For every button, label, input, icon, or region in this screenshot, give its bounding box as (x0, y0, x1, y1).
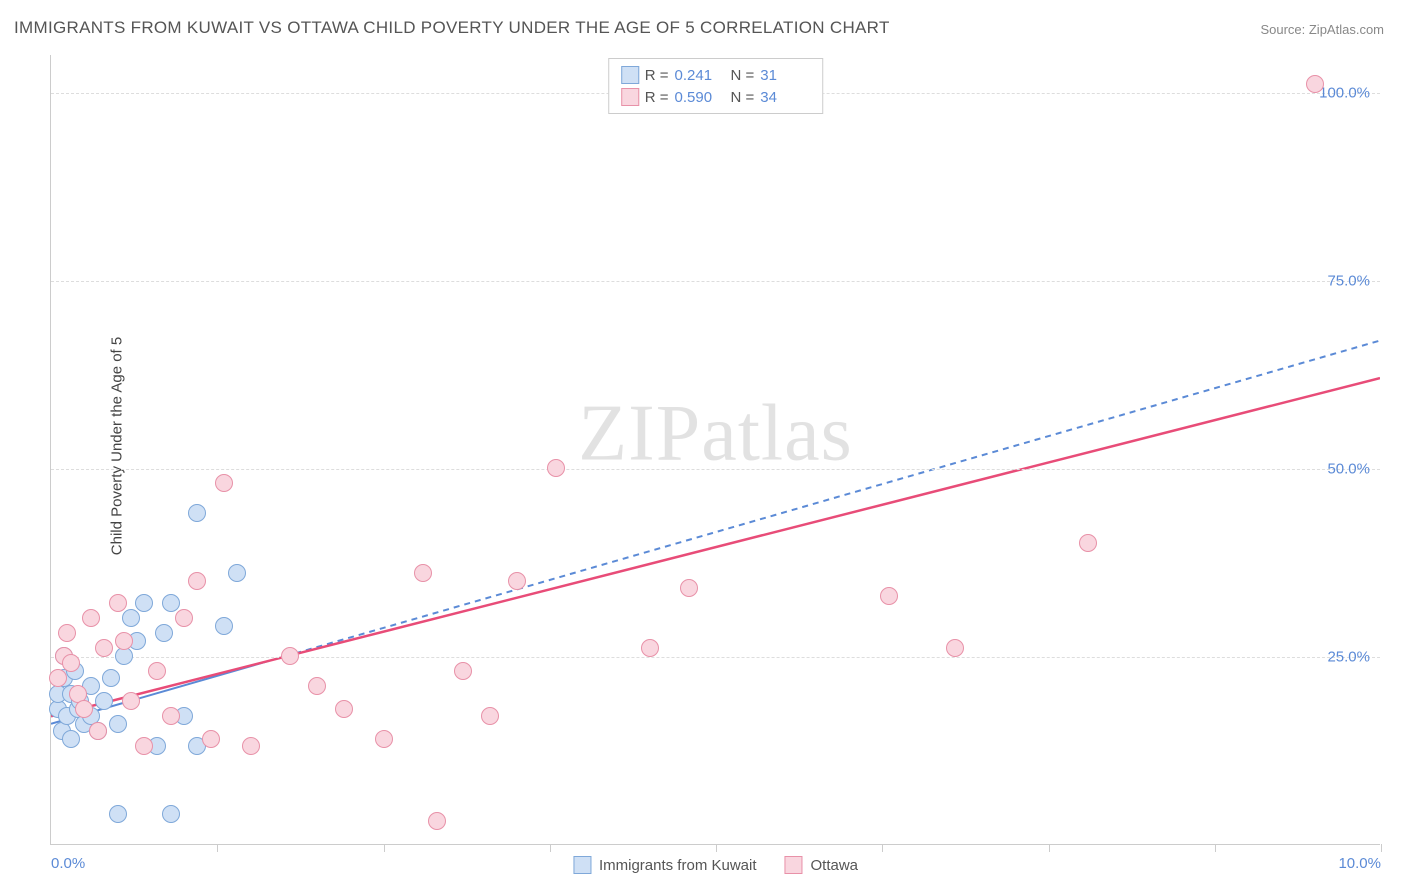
data-point (115, 632, 133, 650)
data-point (162, 707, 180, 725)
watermark: ZIPatlas (578, 388, 853, 479)
data-point (680, 579, 698, 597)
data-point (82, 609, 100, 627)
data-point (428, 812, 446, 830)
x-tick-label: 0.0% (51, 855, 85, 872)
data-point (89, 722, 107, 740)
data-point (135, 594, 153, 612)
x-tick (1049, 844, 1050, 852)
data-point (162, 594, 180, 612)
source-attribution: Source: ZipAtlas.com (1260, 22, 1384, 37)
data-point (102, 669, 120, 687)
data-point (215, 474, 233, 492)
data-point (308, 677, 326, 695)
plot-area: ZIPatlas R = 0.241N = 31R = 0.590N = 34 … (50, 55, 1380, 845)
data-point (242, 737, 260, 755)
data-point (62, 654, 80, 672)
data-point (58, 624, 76, 642)
data-point (215, 617, 233, 635)
data-point (95, 639, 113, 657)
x-tick (384, 844, 385, 852)
data-point (148, 662, 166, 680)
data-point (508, 572, 526, 590)
gridline (51, 657, 1380, 658)
data-point (880, 587, 898, 605)
gridline (51, 469, 1380, 470)
data-point (202, 730, 220, 748)
y-tick-label: 25.0% (1327, 648, 1370, 665)
data-point (414, 564, 432, 582)
data-point (122, 692, 140, 710)
y-tick-label: 50.0% (1327, 460, 1370, 477)
data-point (946, 639, 964, 657)
data-point (155, 624, 173, 642)
legend-item: Immigrants from Kuwait (573, 856, 757, 874)
x-tick (716, 844, 717, 852)
data-point (335, 700, 353, 718)
x-tick (1381, 844, 1382, 852)
data-point (122, 609, 140, 627)
gridline (51, 281, 1380, 282)
data-point (135, 737, 153, 755)
data-point (188, 504, 206, 522)
data-point (62, 730, 80, 748)
chart-title: IMMIGRANTS FROM KUWAIT VS OTTAWA CHILD P… (14, 18, 890, 38)
data-point (75, 700, 93, 718)
x-tick (217, 844, 218, 852)
legend-stats: R = 0.241N = 31R = 0.590N = 34 (608, 58, 824, 114)
data-point (375, 730, 393, 748)
x-tick-label: 10.0% (1338, 855, 1381, 872)
data-point (109, 594, 127, 612)
y-tick-label: 75.0% (1327, 272, 1370, 289)
data-point (454, 662, 472, 680)
legend-series: Immigrants from Kuwait Ottawa (573, 856, 858, 874)
data-point (109, 805, 127, 823)
x-tick (1215, 844, 1216, 852)
data-point (49, 669, 67, 687)
data-point (547, 459, 565, 477)
data-point (481, 707, 499, 725)
data-point (95, 692, 113, 710)
legend-item: Ottawa (785, 856, 859, 874)
data-point (162, 805, 180, 823)
data-point (1306, 75, 1324, 93)
data-point (109, 715, 127, 733)
y-tick-label: 100.0% (1319, 84, 1370, 101)
x-tick (882, 844, 883, 852)
data-point (281, 647, 299, 665)
data-point (228, 564, 246, 582)
legend-stat-row: R = 0.241N = 31 (621, 64, 811, 86)
legend-stat-row: R = 0.590N = 34 (621, 86, 811, 108)
data-point (641, 639, 659, 657)
data-point (1079, 534, 1097, 552)
data-point (188, 572, 206, 590)
data-point (175, 609, 193, 627)
trend-lines (51, 55, 1380, 844)
x-tick (550, 844, 551, 852)
